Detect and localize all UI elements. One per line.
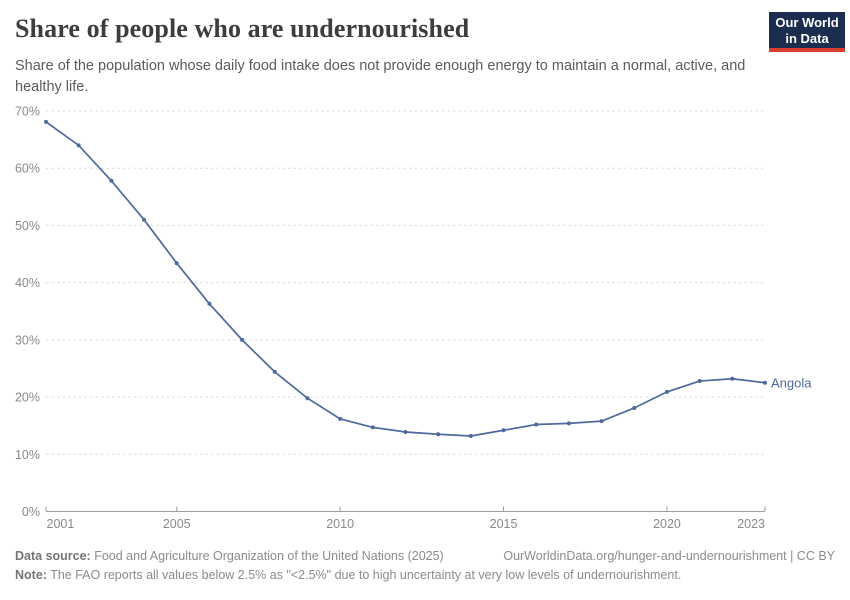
note-label: Note: — [15, 568, 47, 582]
y-axis-tick-label: 60% — [15, 162, 40, 176]
data-point[interactable] — [566, 421, 571, 426]
x-axis-tick-label: 2001 — [47, 517, 75, 531]
data-point[interactable] — [240, 337, 245, 342]
owid-logo[interactable]: Our World in Data — [769, 12, 845, 52]
owid-logo-red-bar — [769, 48, 845, 52]
y-axis-tick-label: 30% — [15, 333, 40, 347]
x-axis-tick-label: 2015 — [490, 517, 518, 531]
data-point[interactable] — [763, 380, 767, 385]
owid-logo-line1: Our World — [775, 15, 839, 30]
chart-footer: Data source: Food and Agriculture Organi… — [15, 547, 835, 585]
data-point[interactable] — [207, 301, 212, 306]
data-point[interactable] — [632, 405, 637, 410]
data-point[interactable] — [109, 178, 114, 183]
data-point[interactable] — [174, 261, 179, 266]
data-point[interactable] — [338, 416, 343, 421]
footer-row-sources: Data source: Food and Agriculture Organi… — [15, 547, 835, 566]
owid-logo-line2: in Data — [785, 31, 829, 46]
attribution-link[interactable]: OurWorldinData.org/hunger-and-undernouri… — [503, 549, 835, 563]
data-point[interactable] — [468, 433, 473, 438]
series-line-angola[interactable] — [45, 121, 766, 437]
line-chart[interactable]: 0% 10% 20% 30% 40% 50% 60% 70% 2001 2005 2010 2015 2… — [0, 100, 850, 540]
y-axis-tick-label: 50% — [15, 219, 40, 233]
data-point[interactable] — [142, 217, 147, 222]
data-point[interactable] — [599, 419, 604, 424]
data-point[interactable] — [436, 432, 441, 437]
owid-logo-box: Our World in Data — [769, 12, 845, 48]
x-axis-tick-label: 2005 — [163, 517, 191, 531]
series-label-angola[interactable]: Angola — [771, 375, 812, 390]
data-point[interactable] — [272, 369, 277, 374]
chart-title: Share of people who are undernourished — [15, 14, 470, 43]
data-point[interactable] — [370, 425, 375, 430]
y-axis-tick-label: 40% — [15, 276, 40, 290]
y-axis-tick-label: 20% — [15, 391, 40, 405]
y-axis-tick-label: 10% — [15, 448, 40, 462]
data-point[interactable] — [664, 389, 669, 394]
data-point[interactable] — [44, 119, 48, 124]
data-point[interactable] — [403, 429, 408, 434]
footer-row-note: Note: The FAO reports all values below 2… — [15, 566, 835, 585]
note-text: The FAO reports all values below 2.5% as… — [46, 568, 682, 582]
chart-subtitle: Share of the population whose daily food… — [15, 58, 746, 95]
data-source-text: Food and Agriculture Organization of the… — [90, 549, 444, 563]
data-point[interactable] — [501, 428, 506, 433]
y-axis-tick-label: 70% — [15, 105, 40, 119]
data-point[interactable] — [697, 379, 702, 384]
data-point[interactable] — [534, 422, 539, 427]
data-source-label: Data source: — [15, 549, 91, 563]
x-axis-tick-label: 2023 — [737, 517, 765, 531]
data-point[interactable] — [76, 143, 81, 148]
data-point[interactable] — [730, 376, 735, 381]
y-axis-tick-label: 0% — [22, 505, 40, 519]
x-axis-tick-label: 2020 — [653, 517, 681, 531]
data-point[interactable] — [305, 396, 310, 401]
data-source-line: Data source: Food and Agriculture Organi… — [15, 547, 444, 566]
x-axis-tick-label: 2010 — [326, 517, 354, 531]
